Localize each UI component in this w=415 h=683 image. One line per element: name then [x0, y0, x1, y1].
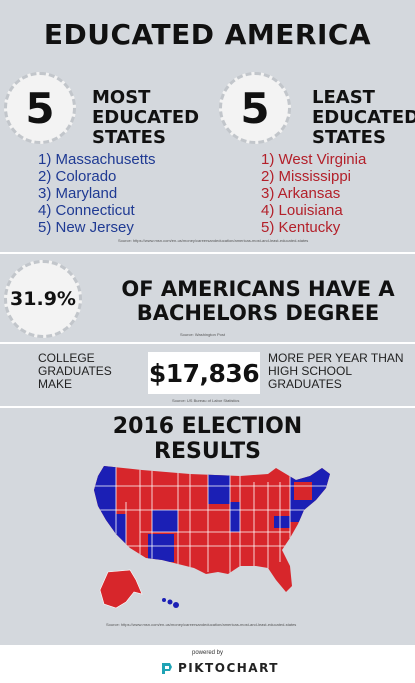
list-item: 5) New Jersey	[38, 219, 134, 236]
source-note-1: Source: https://www.msn.com/en-us/money/…	[118, 238, 309, 243]
alaska	[99, 569, 143, 609]
election-results-map	[94, 466, 330, 609]
earnings-left-line: MAKE	[38, 377, 73, 391]
earnings-left-line: COLLEGE	[38, 351, 95, 365]
earnings-right-line: HIGH SCHOOL	[268, 364, 353, 378]
hawaii	[162, 598, 179, 608]
source-note-washington-post: Source: Washington Post	[180, 332, 225, 337]
earnings-right-line: MORE PER YEAR THAN	[268, 351, 404, 365]
minnesota-blue	[208, 472, 230, 504]
earnings-right-text: MORE PER YEAR THAN HIGH SCHOOL GRADUATES	[268, 352, 404, 391]
election-title: 2016 ELECTION RESULTS	[0, 414, 415, 464]
source-note-2: Source: https://www.msn.com/en-us/money/…	[106, 622, 297, 627]
least-number: 5	[240, 83, 270, 133]
list-item: 5) Kentucky	[261, 219, 341, 236]
least-heading: LEAST EDUCATED STATES	[312, 88, 415, 148]
section-divider	[0, 252, 415, 254]
least-heading-line: EDUCATED	[312, 107, 415, 128]
most-heading-line: STATES	[92, 127, 166, 148]
list-item: 1) West Virginia	[261, 151, 367, 168]
bachelors-line: BACHELORS DEGREE	[136, 301, 380, 325]
election-title-line: 2016 ELECTION	[112, 414, 303, 439]
bachelors-statement: OF AMERICANS HAVE A BACHELORS DEGREE	[108, 277, 408, 325]
list-item: 4) Connecticut	[38, 202, 135, 219]
least-educated-list: 1) West Virginia 2) Mississippi 3) Arkan…	[261, 151, 366, 236]
most-number: 5	[25, 83, 55, 133]
piktochart-brand[interactable]: PIKTOCHART	[160, 660, 279, 676]
least-number-badge: 5	[219, 72, 291, 144]
infographic-poster: EDUCATED AMERICA 5 MOST EDUCATED STATES …	[0, 0, 415, 645]
most-educated-list: 1) Massachusetts 2) Colorado 3) Maryland…	[38, 151, 156, 236]
page-title: EDUCATED AMERICA	[43, 18, 372, 51]
percent-badge: 31.9%	[4, 260, 82, 338]
most-number-badge: 5	[4, 72, 76, 144]
salary-amount: $17,836	[148, 358, 260, 388]
bachelors-line: OF AMERICANS HAVE A	[121, 277, 395, 301]
brand-name: PIKTOCHART	[178, 661, 279, 675]
state-borders	[94, 466, 330, 574]
list-item: 3) Arkansas	[261, 185, 341, 202]
most-heading: MOST EDUCATED STATES	[92, 88, 199, 148]
earnings-left-text: COLLEGE GRADUATES MAKE	[38, 352, 112, 391]
least-heading-line: LEAST	[312, 87, 375, 108]
most-heading-line: MOST	[92, 87, 151, 108]
virginia-blue	[274, 516, 290, 528]
footer	[0, 645, 415, 683]
piktochart-logo-icon	[162, 663, 172, 674]
list-item: 1) Massachusetts	[38, 151, 156, 168]
list-item: 2) Colorado	[38, 168, 117, 185]
illinois-blue	[230, 502, 240, 532]
bachelors-percent: 31.9%	[10, 288, 76, 310]
salary-difference-box: $17,836	[148, 352, 260, 394]
least-heading-line: STATES	[312, 127, 386, 148]
section-divider	[0, 406, 415, 408]
earnings-left-line: GRADUATES	[38, 364, 112, 378]
list-item: 2) Mississippi	[261, 168, 352, 185]
pennsylvania-red	[294, 482, 312, 500]
election-title-line: RESULTS	[154, 439, 261, 464]
source-note-bls: Source: US Bureau of Labor Statistics	[172, 398, 240, 403]
list-item: 4) Louisiana	[261, 202, 343, 219]
list-item: 3) Maryland	[38, 185, 118, 202]
section-divider	[0, 342, 415, 344]
powered-by-text: powered by	[191, 650, 224, 656]
most-heading-line: EDUCATED	[92, 107, 200, 128]
colorado-blue	[152, 510, 178, 532]
earnings-right-line: GRADUATES	[268, 377, 342, 391]
west-coast-blue	[94, 466, 116, 572]
